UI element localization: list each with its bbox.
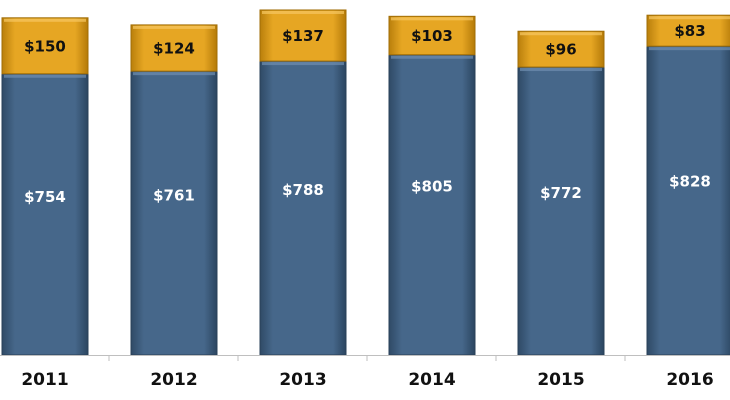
x-tick-label-2014: 2014 <box>408 370 455 390</box>
data-label-top-2016: $83 <box>674 22 705 40</box>
data-label-top-2013: $137 <box>282 27 324 45</box>
bar-top-2012 <box>130 24 218 72</box>
bar-bottom-bevel-2013 <box>262 62 344 66</box>
data-label-bottom-2016: $828 <box>669 173 711 191</box>
bar-bottom-bevel-2012 <box>133 72 215 76</box>
bar-top-2016 <box>646 14 730 47</box>
data-label-top-2011: $150 <box>24 37 66 55</box>
bar-bottom-2014 <box>388 54 476 356</box>
bar-bottom-2011 <box>1 73 89 356</box>
bar-top-2015 <box>517 30 605 68</box>
data-label-bottom-2014: $805 <box>411 177 453 195</box>
bar-top-bevel-2016 <box>649 16 730 20</box>
data-labels-layer: $754 $150 $761 $124 $788 $137 $805 $103 $772 $96 $… <box>24 22 711 206</box>
bar-top-bevel-2011 <box>4 18 86 22</box>
data-label-bottom-2015: $772 <box>540 184 582 202</box>
bar-top-bevel-2014 <box>391 17 473 21</box>
bar-bottom-bevel-2016 <box>649 47 730 51</box>
bar-top-2011 <box>1 17 89 75</box>
data-label-bottom-2012: $761 <box>153 187 195 205</box>
bar-top-bevel-2015 <box>520 32 602 36</box>
x-tick-label-2016: 2016 <box>666 370 713 390</box>
bar-top-bevel-2012 <box>133 25 215 29</box>
data-label-bottom-2011: $754 <box>24 188 66 206</box>
bar-bottom-2012 <box>130 70 218 356</box>
x-tick-label-2013: 2013 <box>279 370 326 390</box>
bar-bottom-bevel-2014 <box>391 55 473 59</box>
bar-bottom-bevel-2015 <box>520 68 602 72</box>
x-tick-label-2012: 2012 <box>150 370 197 390</box>
x-axis: 2011 2012 2013 2014 2015 2016 <box>0 355 730 390</box>
x-tick-label-2011: 2011 <box>21 370 68 390</box>
bars-layer <box>1 9 730 356</box>
data-label-top-2015: $96 <box>545 41 576 59</box>
data-label-top-2012: $124 <box>153 40 195 58</box>
x-tick-label-2015: 2015 <box>537 370 584 390</box>
bar-bottom-2015 <box>517 66 605 356</box>
bar-bottom-2013 <box>259 60 347 356</box>
data-label-bottom-2013: $788 <box>282 181 324 199</box>
bar-top-bevel-2013 <box>262 10 344 14</box>
bar-bottom-bevel-2011 <box>4 74 86 78</box>
bar-bottom-2016 <box>646 45 730 356</box>
data-label-top-2014: $103 <box>411 27 453 45</box>
bar-top-2014 <box>388 15 476 56</box>
bar-top-2013 <box>259 9 347 62</box>
